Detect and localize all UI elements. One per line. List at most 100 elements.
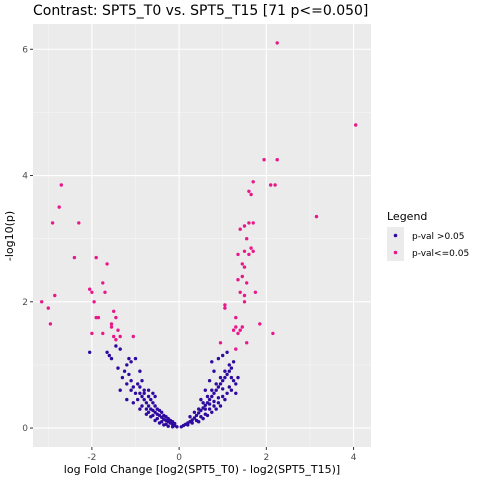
point-significant bbox=[58, 205, 61, 208]
point-significant bbox=[112, 335, 115, 338]
point-not-significant bbox=[201, 417, 204, 420]
point-significant bbox=[110, 325, 113, 328]
point-not-significant bbox=[188, 415, 191, 418]
point-not-significant bbox=[212, 370, 215, 373]
point-not-significant bbox=[175, 425, 178, 428]
point-not-significant bbox=[134, 357, 137, 360]
legend-marker-2 bbox=[394, 251, 398, 255]
point-not-significant bbox=[147, 389, 150, 392]
point-significant bbox=[234, 347, 237, 350]
point-significant bbox=[236, 253, 239, 256]
point-not-significant bbox=[215, 382, 218, 385]
point-not-significant bbox=[121, 376, 124, 379]
point-not-significant bbox=[110, 357, 113, 360]
point-significant bbox=[252, 221, 255, 224]
point-not-significant bbox=[167, 425, 170, 428]
x-tick-label: -2 bbox=[87, 453, 96, 463]
point-significant bbox=[105, 262, 108, 265]
point-not-significant bbox=[225, 392, 228, 395]
point-not-significant bbox=[217, 385, 220, 388]
point-significant bbox=[269, 183, 272, 186]
point-not-significant bbox=[210, 389, 213, 392]
point-significant bbox=[234, 316, 237, 319]
point-significant bbox=[132, 335, 135, 338]
point-not-significant bbox=[132, 385, 135, 388]
point-not-significant bbox=[171, 425, 174, 428]
point-not-significant bbox=[208, 379, 211, 382]
point-not-significant bbox=[210, 360, 213, 363]
plot-panel bbox=[33, 24, 371, 447]
point-not-significant bbox=[197, 420, 200, 423]
point-significant bbox=[245, 341, 248, 344]
point-not-significant bbox=[127, 373, 130, 376]
point-not-significant bbox=[232, 379, 235, 382]
point-significant bbox=[239, 291, 242, 294]
point-significant bbox=[236, 332, 239, 335]
point-not-significant bbox=[225, 351, 228, 354]
y-axis-label: -log10(p) bbox=[3, 211, 16, 261]
legend: Legend p-val >0.05 p-val<=0.05 bbox=[387, 210, 469, 261]
point-not-significant bbox=[215, 389, 218, 392]
point-significant bbox=[90, 332, 93, 335]
point-significant bbox=[236, 278, 239, 281]
point-significant bbox=[247, 221, 250, 224]
point-significant bbox=[239, 228, 242, 231]
point-not-significant bbox=[153, 419, 156, 422]
point-not-significant bbox=[147, 395, 150, 398]
point-not-significant bbox=[125, 398, 128, 401]
y-tick-label: 2 bbox=[22, 298, 28, 308]
y-tick-label: 4 bbox=[22, 172, 28, 182]
point-significant bbox=[249, 193, 252, 196]
point-not-significant bbox=[153, 404, 156, 407]
point-not-significant bbox=[197, 407, 200, 410]
x-tick-label: 0 bbox=[176, 453, 182, 463]
x-tick-label: 4 bbox=[351, 453, 357, 463]
point-not-significant bbox=[208, 407, 211, 410]
point-significant bbox=[77, 221, 80, 224]
point-significant bbox=[241, 275, 244, 278]
legend-label-2: p-val<=0.05 bbox=[412, 249, 469, 259]
point-not-significant bbox=[228, 363, 231, 366]
legend-label-1: p-val >0.05 bbox=[412, 232, 465, 242]
point-significant bbox=[262, 158, 265, 161]
point-not-significant bbox=[221, 354, 224, 357]
point-not-significant bbox=[219, 382, 222, 385]
point-not-significant bbox=[88, 351, 91, 354]
point-significant bbox=[243, 224, 246, 227]
point-not-significant bbox=[219, 404, 222, 407]
point-not-significant bbox=[123, 370, 126, 373]
point-significant bbox=[95, 256, 98, 259]
point-not-significant bbox=[129, 360, 132, 363]
point-not-significant bbox=[136, 398, 139, 401]
point-significant bbox=[110, 322, 113, 325]
point-significant bbox=[241, 262, 244, 265]
point-not-significant bbox=[210, 411, 213, 414]
point-significant bbox=[243, 294, 246, 297]
point-significant bbox=[271, 332, 274, 335]
point-significant bbox=[276, 41, 279, 44]
point-significant bbox=[219, 341, 222, 344]
point-not-significant bbox=[129, 389, 132, 392]
point-not-significant bbox=[138, 392, 141, 395]
point-significant bbox=[247, 190, 250, 193]
point-not-significant bbox=[129, 379, 132, 382]
point-not-significant bbox=[230, 389, 233, 392]
point-significant bbox=[315, 215, 318, 218]
point-significant bbox=[49, 322, 52, 325]
point-not-significant bbox=[234, 382, 237, 385]
point-not-significant bbox=[228, 385, 231, 388]
point-not-significant bbox=[143, 398, 146, 401]
point-significant bbox=[116, 329, 119, 332]
point-not-significant bbox=[132, 401, 135, 404]
point-not-significant bbox=[114, 344, 117, 347]
point-significant bbox=[103, 291, 106, 294]
point-significant bbox=[92, 300, 95, 303]
point-not-significant bbox=[153, 395, 156, 398]
point-not-significant bbox=[140, 404, 143, 407]
point-not-significant bbox=[212, 400, 215, 403]
point-significant bbox=[258, 322, 261, 325]
point-significant bbox=[60, 183, 63, 186]
point-not-significant bbox=[230, 376, 233, 379]
point-not-significant bbox=[217, 396, 220, 399]
point-not-significant bbox=[193, 411, 196, 414]
